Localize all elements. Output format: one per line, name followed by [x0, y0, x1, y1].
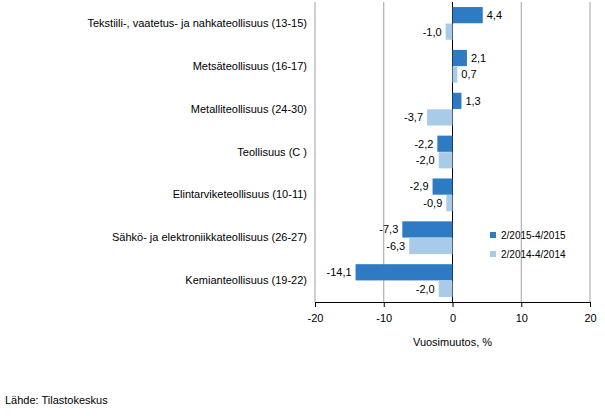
- data-label: 0,7: [461, 68, 476, 80]
- bar: [453, 93, 462, 109]
- bar: [453, 50, 467, 66]
- x-axis: -20 -10 0 10 20: [308, 302, 597, 324]
- grid-line: [383, 2, 384, 302]
- bars: [356, 7, 483, 297]
- tick-mark: [453, 302, 454, 307]
- plot: 4,4 2,1 1,3 -2,2 -2,9 -7,3 -14,1 -1,0 0,7 -3,7 -2,…: [88, 2, 597, 324]
- tick-label: 0: [450, 312, 456, 324]
- data-label: 4,4: [487, 9, 502, 21]
- axis-title: Vuosimuutos, %: [413, 336, 492, 348]
- bar: [453, 7, 483, 23]
- legend-swatch: [490, 232, 496, 238]
- source: Lähde: Tilastokeskus: [5, 394, 108, 406]
- legend-label: 2/2014-4/2014: [501, 249, 566, 260]
- tick: -20: [308, 302, 324, 324]
- tick: 20: [584, 302, 596, 324]
- bar: [356, 264, 453, 280]
- category-label: Metsäteollisuus (16-17): [193, 60, 307, 72]
- data-label: 2,1: [471, 52, 486, 64]
- tick: Sähkö- ja elektroniikkateollisuus (26-27…: [112, 231, 315, 243]
- tick-mark: [521, 302, 522, 307]
- y-axis: Tekstiili-, vaatetus- ja nahkateollisuus…: [88, 17, 316, 286]
- grid-line: [452, 2, 453, 302]
- data-label: -1,0: [423, 26, 442, 38]
- tick-label: -20: [308, 312, 324, 324]
- tick-mark: [590, 302, 591, 307]
- bar: [446, 24, 453, 40]
- category-label: Tekstiili-, vaatetus- ja nahkateollisuus…: [88, 17, 308, 29]
- legend-swatch: [490, 251, 496, 257]
- chart: 4,4 2,1 1,3 -2,2 -2,9 -7,3 -14,1 -1,0 0,7 -3,7 -2,…: [0, 0, 605, 416]
- legend: 2/2015-4/2015 2/2014-4/2014: [490, 230, 566, 260]
- bar: [439, 281, 453, 297]
- tick: Teollisuus (C ): [237, 146, 315, 158]
- tick-mark: [315, 302, 316, 307]
- bar: [453, 66, 458, 82]
- tick-label: -10: [376, 312, 392, 324]
- tick: 0: [450, 302, 456, 324]
- bar: [427, 109, 452, 125]
- grid-line: [590, 2, 591, 302]
- category-label: Teollisuus (C ): [237, 146, 307, 158]
- bar: [439, 152, 453, 168]
- legend-item: 2/2015-4/2015: [490, 230, 566, 241]
- legend-item: 2/2014-4/2014: [490, 249, 566, 260]
- tick: Metsäteollisuus (16-17): [193, 60, 315, 72]
- axis-line: [316, 303, 591, 308]
- data-label: -2,0: [416, 283, 435, 295]
- bar: [446, 195, 452, 211]
- bar: [402, 221, 452, 237]
- data-label: -6,3: [386, 240, 405, 252]
- tick: Kemianteollisuus (19-22): [185, 274, 315, 286]
- data-label: -3,7: [404, 111, 423, 123]
- tick: Metalliteollisuus (24-30): [191, 103, 315, 115]
- tick: Tekstiili-, vaatetus- ja nahkateollisuus…: [88, 17, 316, 29]
- category-label: Elintarviketeollisuus (10-11): [173, 188, 307, 200]
- tick: 10: [516, 302, 528, 324]
- bar: [433, 178, 453, 194]
- data-label: -2,0: [416, 154, 435, 166]
- data-label: -2,9: [410, 180, 429, 192]
- category-label: Kemianteollisuus (19-22): [185, 274, 307, 286]
- data-label: -7,3: [379, 223, 398, 235]
- grid-line: [315, 2, 316, 302]
- tick: -10: [376, 302, 392, 324]
- tick-label: 10: [516, 312, 528, 324]
- data-label: -14,1: [326, 266, 351, 278]
- data-label: -2,2: [414, 138, 433, 150]
- tick-mark: [384, 302, 385, 307]
- category-label: Sähkö- ja elektroniikkateollisuus (26-27…: [112, 231, 307, 243]
- data-label: 1,3: [465, 95, 480, 107]
- legend-label: 2/2015-4/2015: [501, 230, 566, 241]
- bar: [409, 238, 452, 254]
- grid: [315, 2, 590, 302]
- category-label: Metalliteollisuus (24-30): [191, 103, 307, 115]
- bar: [437, 136, 452, 152]
- data-labels: 4,4 2,1 1,3 -2,2 -2,9 -7,3 -14,1 -1,0 0,7 -3,7 -2,…: [326, 9, 502, 295]
- tick: Elintarviketeollisuus (10-11): [173, 188, 315, 200]
- data-label: -0,9: [423, 197, 442, 209]
- tick-label: 20: [584, 312, 596, 324]
